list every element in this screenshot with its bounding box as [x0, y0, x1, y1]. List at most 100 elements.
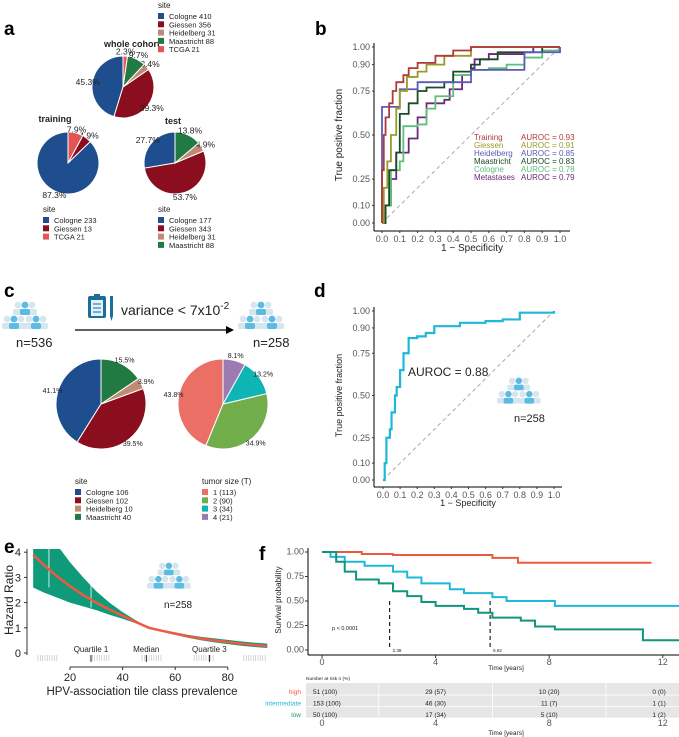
x-tick-label: 80: [222, 672, 234, 684]
n-e: n=258: [164, 600, 193, 611]
legend-swatch: [158, 225, 164, 232]
variance-text: variance < 7x10-2: [121, 301, 230, 318]
legend-swatch: [43, 217, 49, 223]
pie-slice: [122, 55, 129, 88]
pie-slice: [205, 393, 269, 450]
pie-label: 7.9%: [67, 124, 87, 134]
legend-entry: 3 (34): [213, 505, 233, 514]
risk-cell: 5 (10): [541, 712, 558, 719]
risk-cell: 1 (1): [652, 701, 665, 708]
person-head: [182, 575, 190, 583]
legend-entry: Heidelberg 31: [169, 233, 216, 242]
pie-label: 87.3%: [42, 190, 67, 200]
panel-label-c: c: [4, 281, 15, 302]
person-head: [532, 390, 540, 398]
person-body: [174, 582, 185, 589]
person-head: [158, 562, 166, 570]
y-tick-label: 1.00: [352, 306, 370, 316]
pie-chart-a-training: training 87.3% 4.9%7.9% site Cologne 233Gies…: [36, 114, 100, 242]
legend-entry: Maastricht 40: [86, 513, 131, 522]
risk-cell: 50 (100): [313, 712, 337, 719]
person-head: [519, 390, 526, 398]
roc-legend-name: Cologne: [474, 165, 504, 174]
person-head: [10, 315, 18, 323]
y-tick-label: 1.00: [286, 547, 304, 557]
hazard-ratio-curve: [32, 553, 268, 648]
person-head: [250, 301, 258, 309]
person-head: [39, 315, 47, 323]
p-value: p < 0.0001: [332, 626, 358, 632]
x-tick-label: 0.6: [483, 234, 496, 244]
risk-cell: 11 (7): [541, 701, 558, 708]
x-tick-label: 0.1: [394, 234, 407, 244]
clipboard-icon: [88, 294, 113, 321]
risk-cell: 1 (2): [652, 712, 665, 719]
km-curve-high: [322, 551, 652, 564]
pie-slice: [100, 358, 139, 405]
pie-label: 27.7%: [136, 135, 161, 145]
patients-icon: [497, 377, 541, 404]
legend-entry: Maastricht 88: [169, 37, 214, 46]
x-tick-label: 20: [64, 672, 76, 684]
person-head: [505, 390, 512, 398]
legend-entry: 1 (113): [213, 488, 237, 497]
confidence-band: [33, 549, 268, 648]
risk-cell: 17 (34): [425, 712, 446, 719]
x-tick-label: 0: [319, 657, 324, 667]
legend-entry: 2 (90): [213, 496, 233, 505]
legend-swatch: [158, 21, 164, 28]
y-tick-label: 0.25: [352, 174, 370, 184]
legend-title: site: [75, 477, 88, 486]
y-tick-label: 0.50: [352, 130, 370, 140]
pie-chart-c-site: 41.1% 39.5% 3.9% 15.5% site Cologne 106Giesse…: [43, 357, 154, 521]
person-head: [264, 301, 272, 309]
risk-row-label: low: [291, 712, 301, 719]
x-tick-label: 40: [116, 672, 128, 684]
roc-legend-auroc: AUROC = 0.83: [521, 157, 575, 166]
legend-entry: Cologne 106: [86, 488, 129, 497]
legend-swatch: [158, 46, 164, 53]
roc-legend-auroc: AUROC = 0.91: [521, 141, 575, 150]
risk-x-tick-label: 4: [433, 718, 438, 728]
legend-swatch: [202, 497, 208, 504]
legend-swatch: [158, 217, 164, 223]
person-body: [31, 323, 41, 329]
pie-slice: [222, 358, 246, 406]
y-tick-label: 0: [15, 648, 21, 660]
person-body: [503, 397, 514, 404]
person-body: [153, 582, 164, 589]
pie-label: 9.7%: [129, 50, 149, 60]
roc-legend-auroc: AUROC = 0.79: [521, 173, 575, 182]
legend-title: tumor size (T): [202, 477, 252, 486]
x-tick-label: 0.5: [465, 234, 478, 244]
panel-label-f: f: [259, 544, 266, 565]
risk-cell: 29 (57): [425, 689, 446, 696]
person-head: [239, 315, 247, 323]
pie-label: 8.1%: [228, 353, 244, 360]
risk-cell: 153 (100): [313, 701, 341, 708]
panel-label-e: e: [4, 537, 15, 558]
legend-swatch: [75, 489, 81, 495]
km-curve-low: [322, 551, 679, 642]
pie-label: 4.9%: [196, 139, 216, 149]
person-head: [32, 315, 40, 323]
legend-entry: Maastricht 88: [169, 241, 214, 250]
person-head: [17, 315, 25, 323]
plot-e: 0 1 2 3 4 Hazard Ratio Quartile 1 Median Quartil…: [2, 547, 268, 698]
roc-legend-auroc: AUROC = 0.78: [521, 165, 575, 174]
pie-slice: [143, 150, 207, 195]
legend-entry: Giessen 102: [86, 496, 128, 505]
x-tick-label: 0.6: [479, 490, 492, 500]
x-tick-label: 0.4: [447, 234, 460, 244]
person-head: [148, 575, 155, 583]
person-head: [172, 562, 179, 570]
legend-swatch: [202, 505, 208, 512]
legend-entry: TCGA 21: [169, 45, 200, 54]
person-head: [176, 575, 183, 583]
risk-table-title: Number at risk n (%): [306, 676, 350, 682]
auroc-d: AUROC = 0.88: [408, 365, 489, 379]
person-head: [28, 301, 36, 309]
x-axis-label: 1 − Specificity: [441, 243, 503, 254]
person-body: [20, 309, 30, 315]
